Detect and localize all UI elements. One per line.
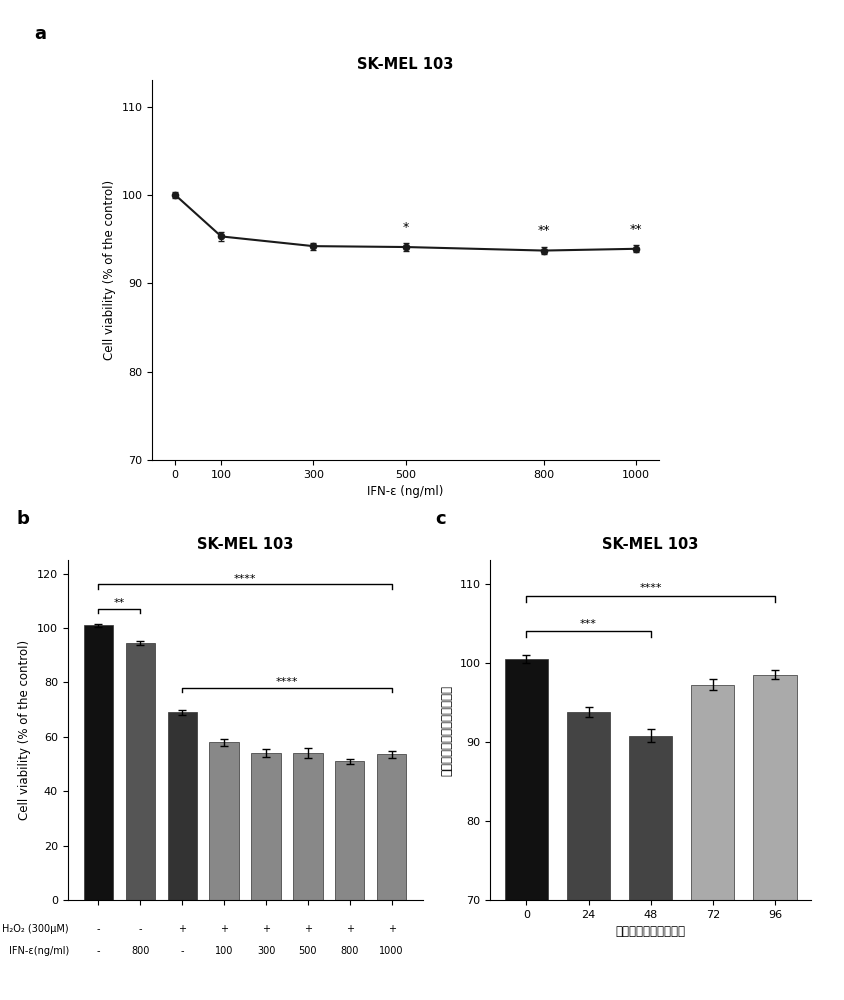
Text: 1000: 1000	[379, 946, 403, 956]
Text: -: -	[96, 924, 100, 934]
Y-axis label: Cell viability (% of the control): Cell viability (% of the control)	[19, 640, 31, 820]
X-axis label: IFN-ε (ng/ml): IFN-ε (ng/ml)	[367, 485, 443, 498]
Bar	[504, 659, 548, 1000]
Text: 800: 800	[340, 946, 359, 956]
Y-axis label: Cell viability (% of the control): Cell viability (% of the control)	[103, 180, 116, 360]
Bar	[628, 736, 672, 1000]
Y-axis label: （对照组的百分比）存活细胞: （对照组的百分比）存活细胞	[441, 684, 453, 776]
Bar	[376, 754, 406, 900]
Text: +: +	[262, 924, 270, 934]
Text: 500: 500	[298, 946, 316, 956]
Text: ****: ****	[275, 677, 298, 687]
Text: ****: ****	[234, 574, 256, 584]
Bar	[690, 685, 733, 1000]
Text: 800: 800	[131, 946, 149, 956]
Text: -: -	[96, 946, 100, 956]
Text: **: **	[629, 223, 641, 236]
Text: ****: ****	[639, 583, 661, 593]
Text: +: +	[178, 924, 186, 934]
Text: H₂O₂ (300μM): H₂O₂ (300μM)	[3, 924, 69, 934]
Bar	[126, 643, 154, 900]
Text: +: +	[345, 924, 354, 934]
Text: ***: ***	[580, 619, 596, 629]
Text: 100: 100	[214, 946, 233, 956]
Text: 300: 300	[257, 946, 275, 956]
Text: b: b	[17, 510, 30, 528]
Bar	[752, 675, 796, 1000]
Text: *: *	[402, 221, 408, 234]
X-axis label: 药物处理时间（小时）: 药物处理时间（小时）	[615, 925, 684, 938]
Title: SK-MEL 103: SK-MEL 103	[357, 57, 453, 72]
Text: +: +	[219, 924, 228, 934]
Title: SK-MEL 103: SK-MEL 103	[602, 537, 698, 552]
Bar	[84, 625, 113, 900]
Text: **: **	[114, 598, 125, 608]
Bar	[209, 742, 239, 900]
Text: IFN-ε(ng/ml): IFN-ε(ng/ml)	[8, 946, 69, 956]
Text: +: +	[304, 924, 311, 934]
Bar	[566, 712, 609, 1000]
Text: -: -	[138, 924, 142, 934]
Text: +: +	[387, 924, 395, 934]
Bar	[293, 753, 322, 900]
Text: **: **	[537, 224, 549, 237]
Text: a: a	[34, 25, 46, 43]
Text: -: -	[181, 946, 184, 956]
Title: SK-MEL 103: SK-MEL 103	[197, 537, 293, 552]
Text: c: c	[435, 510, 446, 528]
Bar	[335, 761, 364, 900]
Bar	[251, 753, 280, 900]
Bar	[167, 712, 197, 900]
